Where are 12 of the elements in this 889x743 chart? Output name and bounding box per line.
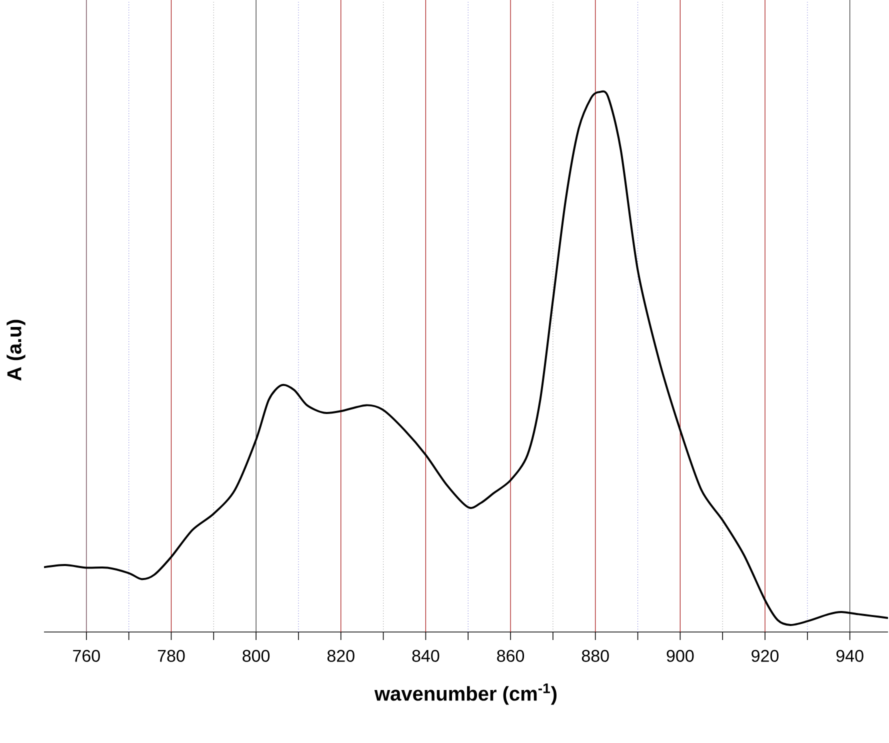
x-tick-label: 820 [327,650,354,662]
x-tick-label: 920 [752,650,779,662]
x-tick-label: 880 [582,650,609,662]
x-tick-label: 900 [666,650,694,662]
x-tick-label: 860 [497,650,524,662]
x-tick-label: 800 [242,650,270,662]
y-axis-title: A (a.u) [6,320,26,381]
x-tick-label: 780 [158,650,185,662]
x-axis-title: wavenumber (cm$^{-1}$) [374,683,557,705]
x-tick-label: 940 [836,650,864,662]
x-tick-label: 760 [73,650,100,662]
x-tick-label: 840 [412,650,440,662]
